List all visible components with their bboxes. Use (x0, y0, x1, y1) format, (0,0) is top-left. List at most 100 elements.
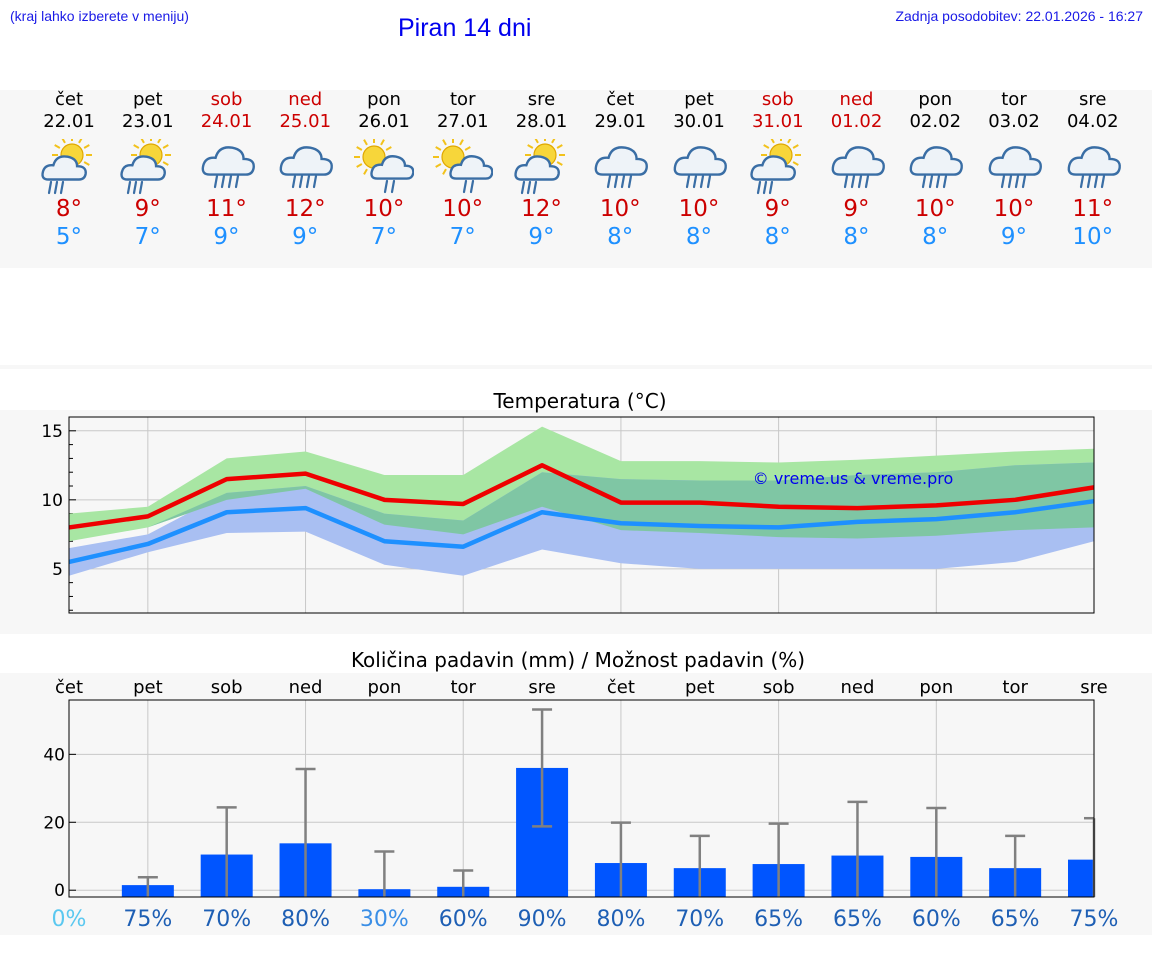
day-date: 27.01 (436, 111, 489, 132)
day-date: 03.02 (988, 111, 1040, 132)
day-date: 23.01 (121, 111, 174, 132)
temp-min: 7° (449, 224, 476, 250)
probability-label: 65% (833, 907, 882, 932)
day-date: 02.02 (909, 111, 962, 132)
day-date: 26.01 (358, 111, 410, 132)
day-name: pet (684, 89, 714, 110)
temp-min: 9° (213, 224, 240, 250)
rain-cloud-icon (594, 146, 649, 189)
partly-sunny-rain-icon (750, 139, 801, 195)
temp-max: 10° (599, 196, 641, 222)
day-date: 30.01 (673, 111, 725, 132)
partly-sunny-rain-icon (41, 139, 92, 195)
temp-max: 10° (993, 196, 1035, 222)
temp-max: 9° (134, 196, 161, 222)
day-date: 28.01 (515, 111, 568, 132)
rain-cloud-icon (673, 146, 727, 189)
day-column: ned 01.02 9° 8° (817, 88, 896, 251)
day-column: pon 02.02 10° 8° (896, 88, 975, 251)
day-name: sob (761, 89, 794, 110)
probability-label: 30% (360, 907, 409, 932)
probability-label: 90% (518, 907, 567, 932)
temp-max: 10° (363, 196, 405, 222)
temp-min: 9° (1000, 224, 1028, 250)
day-date: 01.02 (830, 111, 883, 132)
day-column: tor 03.02 10° 9° (975, 88, 1054, 251)
probability-label: 70% (202, 907, 251, 932)
location-hint[interactable]: (kraj lahko izberete v meniju) (10, 8, 189, 24)
temp-min: 8° (685, 224, 713, 250)
day-name: sre (1079, 89, 1107, 110)
separator (0, 365, 1152, 369)
x-category-label: sob (211, 677, 243, 698)
y-tick-label: 20 (43, 813, 65, 833)
day-column: ned 25.01 12° 9° (266, 88, 345, 251)
x-category-label: čet (607, 677, 635, 698)
probability-label: 75% (1070, 907, 1119, 932)
temp-min: 8° (843, 224, 870, 250)
precipitation-title: Količina padavin (mm) / Možnost padavin … (351, 648, 805, 672)
y-tick-label: 10 (41, 491, 63, 511)
day-date: 31.01 (751, 111, 804, 132)
temp-max: 10° (678, 196, 720, 222)
temp-min: 5° (55, 224, 83, 250)
rain-cloud-icon (909, 146, 964, 189)
day-date: 22.01 (43, 111, 95, 132)
temp-max: 12° (521, 196, 562, 222)
probability-label: 65% (991, 907, 1040, 932)
temp-min: 7° (370, 224, 398, 250)
rain-cloud-icon (988, 146, 1042, 189)
x-category-label: pon (367, 677, 401, 698)
x-category-label: tor (450, 677, 476, 698)
y-tick-label: 5 (52, 560, 63, 580)
rain-cloud-icon (831, 146, 885, 189)
temp-min: 9° (528, 224, 555, 250)
day-name: tor (1001, 89, 1027, 110)
temp-max: 12° (284, 196, 326, 222)
day-column: sob 31.01 9° 8° (738, 88, 817, 251)
day-name: sre (527, 89, 556, 110)
y-tick-label: 0 (54, 881, 65, 901)
rain-cloud-icon (1067, 146, 1121, 189)
daily-forecast: čet 22.01 8° 5° pet 23.01 9° 7° sob 24.01 11° 9° ned… (0, 88, 1152, 268)
day-date: 25.01 (279, 111, 332, 132)
probability-label: 60% (912, 907, 961, 932)
day-column: tor 27.01 10° 7° (423, 88, 502, 251)
temp-min: 8° (764, 224, 791, 250)
temp-min: 7° (134, 224, 161, 250)
probability-label: 65% (754, 907, 803, 932)
partly-sunny-rain-icon (513, 139, 565, 195)
tmin-line (68, 498, 1095, 565)
temp-min: 9° (292, 224, 319, 250)
day-date: 24.01 (200, 111, 253, 132)
temp-min: 8° (607, 224, 634, 250)
x-category-label: pet (685, 677, 715, 698)
temp-max: 10° (442, 196, 484, 222)
day-column: sob 24.01 11° 9° (187, 88, 266, 251)
day-name: čet (54, 89, 84, 110)
temp-max: 8° (55, 196, 83, 222)
day-column: čet 29.01 10° 8° (581, 88, 660, 251)
temp-max: 10° (914, 196, 956, 222)
temp-min: 10° (1072, 224, 1114, 250)
day-date: 29.01 (594, 111, 647, 132)
x-category-label: sre (528, 677, 555, 698)
day-column: sre 28.01 12° 9° (502, 88, 581, 251)
forecast-band (0, 90, 1152, 268)
x-category-label: tor (1002, 677, 1028, 698)
day-name: tor (450, 89, 476, 110)
day-name: sob (210, 89, 243, 110)
watermark: © vreme.us & vreme.pro (753, 469, 954, 488)
y-tick-label: 15 (41, 422, 63, 442)
sun-cloud-rain-icon (354, 139, 414, 194)
day-name: ned (288, 89, 323, 110)
x-category-label: pon (919, 677, 953, 698)
rain-cloud-icon (279, 146, 334, 189)
day-name: čet (606, 89, 635, 110)
page-title: Piran 14 dni (398, 14, 532, 42)
x-category-label: sob (763, 677, 795, 698)
x-category-label: ned (841, 677, 875, 698)
probability-label: 75% (123, 907, 172, 932)
partly-sunny-rain-icon (120, 139, 171, 195)
